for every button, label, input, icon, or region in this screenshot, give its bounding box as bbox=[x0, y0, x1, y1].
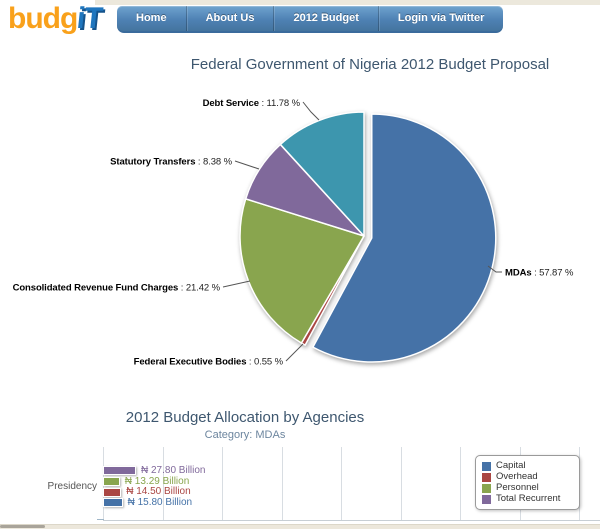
pie-slice-mdas[interactable] bbox=[312, 113, 497, 363]
pie-data-label: MDAs : 57.87 % bbox=[505, 268, 574, 279]
bar-value-label: ₦ 13.29 Billion bbox=[124, 475, 190, 487]
nav-item-2012-budget[interactable]: 2012 Budget bbox=[273, 6, 377, 31]
pie-data-label: Debt Service : 11.78 % bbox=[203, 98, 301, 109]
pie-label-connector bbox=[222, 280, 251, 288]
legend-swatch bbox=[482, 461, 491, 471]
x-axis-line bbox=[103, 520, 600, 521]
bar-chart: 2012 Budget Allocation by Agencies Categ… bbox=[0, 405, 600, 529]
bar-value-label: ₦ 27.80 Billion bbox=[141, 464, 206, 476]
pie-data-label: Consolidated Revenue Fund Charges : 21.4… bbox=[13, 283, 221, 294]
top-chrome-strip bbox=[95, 0, 600, 5]
legend-item-total-recurrent[interactable]: Total Recurrent bbox=[482, 494, 573, 504]
pie-data-label: Statutory Transfers : 8.38 % bbox=[110, 157, 232, 168]
category-label: Presidency bbox=[47, 481, 97, 492]
gridline bbox=[162, 447, 164, 520]
legend-item-personnel[interactable]: Personnel bbox=[482, 483, 573, 493]
pie-chart: MDAs : 57.87 % Federal Executive Bodies :… bbox=[13, 98, 574, 368]
legend-box: Capital Overhead Personnel Total Recurrent bbox=[475, 455, 580, 510]
legend-swatch bbox=[482, 494, 491, 504]
nav-item-home[interactable]: Home bbox=[136, 12, 167, 24]
pie-slice-consolidated-revenue-fund-charges[interactable] bbox=[239, 198, 365, 344]
gridline bbox=[341, 447, 342, 520]
horizontal-scrollbar-thumb[interactable] bbox=[0, 525, 45, 528]
bottom-chrome-strip bbox=[0, 524, 600, 529]
bar-overhead[interactable] bbox=[103, 487, 122, 497]
legend-label: Capital bbox=[496, 460, 526, 471]
logo-text-it: iT bbox=[75, 2, 104, 35]
legend-item-capital[interactable]: Capital bbox=[482, 461, 573, 471]
logo-text-budg: budg bbox=[8, 2, 78, 35]
category-axis-tick bbox=[97, 519, 104, 520]
bar-value-label: ₦ 15.80 Billion bbox=[127, 496, 193, 508]
pie-label-connector bbox=[302, 101, 320, 121]
gridline bbox=[460, 447, 461, 520]
pie-label-connector bbox=[234, 160, 260, 170]
legend-label: Total Recurrent bbox=[496, 493, 561, 504]
pie-slice-debt-service[interactable] bbox=[279, 111, 365, 237]
pie-data-label: Federal Executive Bodies : 0.55 % bbox=[134, 357, 284, 368]
bar-total-recurrent[interactable] bbox=[103, 466, 136, 475]
legend-label: Personnel bbox=[496, 482, 539, 493]
bar-capital[interactable] bbox=[103, 498, 123, 507]
gridline bbox=[400, 447, 402, 520]
bar-value-label: ₦ 14.50 Billion bbox=[126, 486, 191, 497]
main-nav: Home About Us 2012 Budget Login via Twitter bbox=[117, 6, 504, 33]
legend-swatch bbox=[482, 483, 491, 493]
bar-chart-title: 2012 Budget Allocation by Agencies bbox=[125, 409, 365, 426]
nav-item-login-via-twitter[interactable]: Login via Twitter bbox=[377, 6, 504, 31]
budgit-logo[interactable]: budgiT bbox=[8, 2, 104, 36]
nav-item-about-us[interactable]: About Us bbox=[185, 6, 274, 31]
legend-swatch bbox=[482, 472, 491, 482]
gridline bbox=[281, 447, 283, 520]
bar-chart-subtitle: Category: MDAs bbox=[204, 429, 286, 441]
gridline bbox=[222, 447, 223, 520]
legend-item-overhead[interactable]: Overhead bbox=[482, 472, 573, 482]
pie-label-connector bbox=[285, 343, 304, 362]
pie-label-connector bbox=[487, 265, 502, 273]
bar-personnel[interactable] bbox=[103, 477, 120, 486]
legend-label: Overhead bbox=[496, 471, 538, 482]
pie-chart-title: Federal Government of Nigeria 2012 Budge… bbox=[190, 56, 550, 73]
